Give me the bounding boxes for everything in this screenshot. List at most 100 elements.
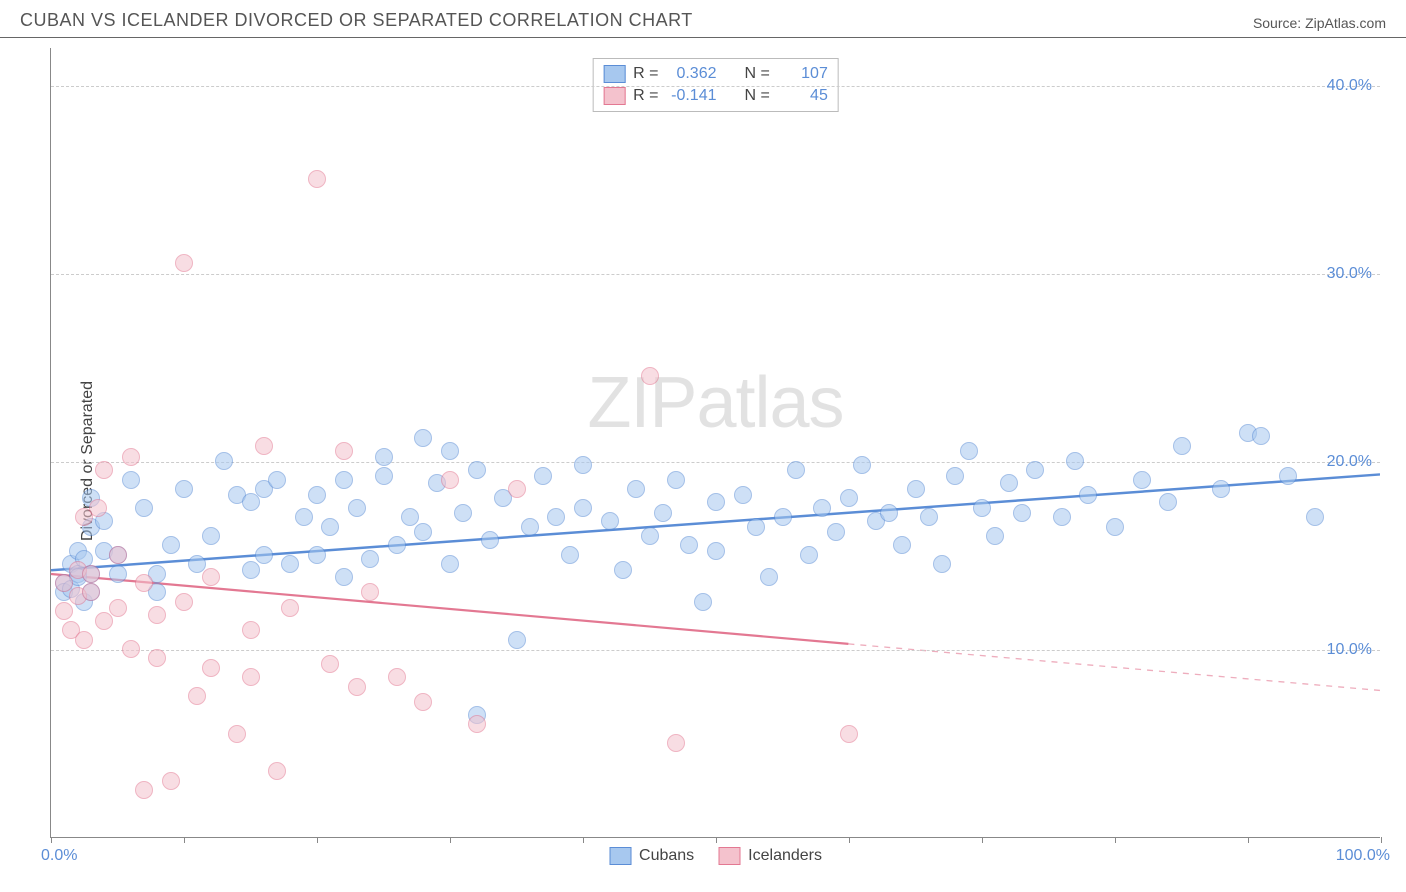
gridline — [51, 274, 1380, 275]
legend-item: Cubans — [609, 847, 694, 865]
legend-swatch — [609, 847, 631, 865]
data-point — [454, 504, 472, 522]
data-point — [1066, 452, 1084, 470]
y-tick-label: 20.0% — [1327, 453, 1372, 471]
x-tick — [1248, 837, 1249, 843]
data-point — [82, 583, 100, 601]
data-point — [521, 518, 539, 536]
r-label: R = — [633, 87, 658, 105]
data-point — [1306, 508, 1324, 526]
data-point — [760, 568, 778, 586]
data-point — [840, 725, 858, 743]
data-point — [508, 480, 526, 498]
data-point — [880, 504, 898, 522]
data-point — [907, 480, 925, 498]
data-point — [188, 687, 206, 705]
data-point — [1106, 518, 1124, 536]
data-point — [215, 452, 233, 470]
x-tick — [583, 837, 584, 843]
data-point — [694, 593, 712, 611]
legend-stat-row: R =0.362N =107 — [603, 63, 828, 85]
data-point — [614, 561, 632, 579]
x-tick — [51, 837, 52, 843]
legend-swatch — [603, 65, 625, 83]
data-point — [335, 471, 353, 489]
data-point — [95, 612, 113, 630]
y-tick-label: 10.0% — [1327, 641, 1372, 659]
data-point — [335, 568, 353, 586]
r-value: -0.141 — [667, 87, 717, 105]
data-point — [1026, 461, 1044, 479]
chart-header: CUBAN VS ICELANDER DIVORCED OR SEPARATED… — [0, 0, 1406, 38]
x-tick — [1381, 837, 1382, 843]
data-point — [986, 527, 1004, 545]
data-point — [441, 442, 459, 460]
data-point — [641, 367, 659, 385]
data-point — [281, 599, 299, 617]
data-point — [242, 621, 260, 639]
legend-swatch — [603, 87, 625, 105]
data-point — [175, 254, 193, 272]
data-point — [707, 493, 725, 511]
data-point — [321, 655, 339, 673]
data-point — [295, 508, 313, 526]
data-point — [228, 725, 246, 743]
data-point — [135, 574, 153, 592]
legend-swatch — [718, 847, 740, 865]
data-point — [1252, 427, 1270, 445]
legend-label: Icelanders — [748, 847, 822, 865]
data-point — [242, 668, 260, 686]
trend-line — [51, 574, 848, 644]
data-point — [853, 456, 871, 474]
x-axis-min-label: 0.0% — [41, 847, 77, 865]
data-point — [641, 527, 659, 545]
data-point — [946, 467, 964, 485]
data-point — [468, 461, 486, 479]
n-value: 45 — [778, 87, 828, 105]
data-point — [109, 546, 127, 564]
x-tick — [849, 837, 850, 843]
data-point — [1000, 474, 1018, 492]
data-point — [441, 471, 459, 489]
data-point — [202, 568, 220, 586]
data-point — [920, 508, 938, 526]
data-point — [933, 555, 951, 573]
data-point — [109, 565, 127, 583]
gridline — [51, 86, 1380, 87]
data-point — [242, 561, 260, 579]
data-point — [481, 531, 499, 549]
data-point — [308, 170, 326, 188]
data-point — [667, 734, 685, 752]
data-point — [375, 448, 393, 466]
data-point — [175, 480, 193, 498]
data-point — [813, 499, 831, 517]
data-point — [135, 499, 153, 517]
x-tick — [317, 837, 318, 843]
chart-title: CUBAN VS ICELANDER DIVORCED OR SEPARATED… — [20, 10, 693, 31]
data-point — [148, 606, 166, 624]
data-point — [202, 527, 220, 545]
data-point — [627, 480, 645, 498]
data-point — [268, 762, 286, 780]
data-point — [680, 536, 698, 554]
chart-source: Source: ZipAtlas.com — [1253, 15, 1386, 31]
data-point — [388, 668, 406, 686]
data-point — [800, 546, 818, 564]
data-point — [574, 499, 592, 517]
gridline — [51, 650, 1380, 651]
data-point — [441, 555, 459, 573]
data-point — [1173, 437, 1191, 455]
data-point — [414, 693, 432, 711]
x-tick — [982, 837, 983, 843]
x-tick — [450, 837, 451, 843]
data-point — [388, 536, 406, 554]
watermark: ZIPatlas — [587, 362, 843, 444]
data-point — [827, 523, 845, 541]
data-point — [414, 429, 432, 447]
data-point — [89, 499, 107, 517]
data-point — [1053, 508, 1071, 526]
data-point — [202, 659, 220, 677]
data-point — [335, 442, 353, 460]
data-point — [574, 456, 592, 474]
data-point — [82, 565, 100, 583]
